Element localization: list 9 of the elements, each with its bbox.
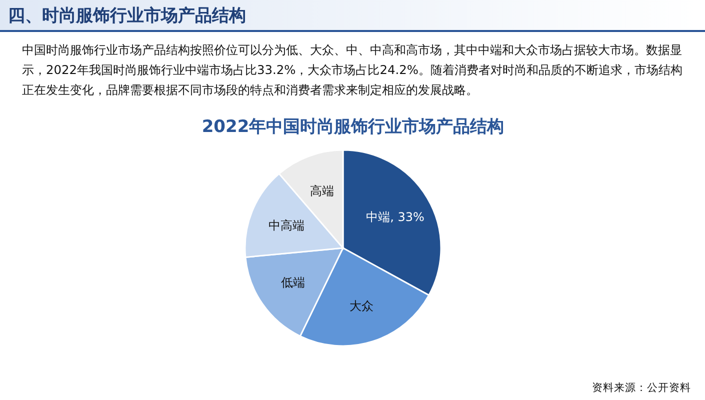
text: 四、时尚服饰行业市场产品结构 bbox=[8, 5, 246, 27]
slice-label: 中高端 bbox=[268, 218, 305, 232]
text: 中国时尚服饰行业市场产品结构按照价位可以分为低、大众、中、中高和高市场，其中中端和大众市场占据较大市场。数据显示，2022年我国时尚服饰行业中端市场占比33.2%，大众市场占比24.2%。随着消费者对时尚和品质的不断追求，市场结构正在发生变化，品牌需要根据不同市场段的特点和消费者需求来制定相应的发展战略。 bbox=[22, 42, 684, 99]
chart-title: 2022年中国时尚服饰行业市场产品结构 bbox=[202, 117, 504, 137]
slice-label: 大众 bbox=[349, 298, 374, 313]
slice-label: 中端, 33% bbox=[366, 210, 424, 224]
slice-label: 低端 bbox=[281, 276, 306, 290]
text: 资料来源：公开资料 bbox=[592, 381, 691, 395]
slice-label: 高端 bbox=[310, 184, 334, 198]
